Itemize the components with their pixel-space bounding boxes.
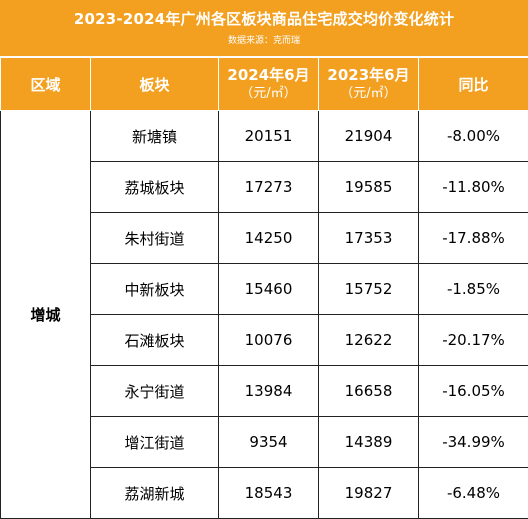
table-title: 2023-2024年广州各区板块商品住宅成交均价变化统计 [0, 9, 528, 29]
block-cell: 中新板块 [91, 264, 219, 315]
price-2023-cell: 19827 [319, 468, 419, 519]
header-2023-unit: （元/㎡） [319, 85, 418, 103]
price-2024-cell: 17273 [219, 162, 319, 213]
price-2024-cell: 13984 [219, 366, 319, 417]
price-2024-cell: 14250 [219, 213, 319, 264]
header-2023-label: 2023年6月 [319, 65, 418, 85]
yoy-cell: -17.88% [419, 213, 528, 264]
block-cell: 朱村街道 [91, 213, 219, 264]
table-row: 增城 新塘镇 20151 21904 -8.00% [1, 111, 528, 162]
data-source-note: 数据来源：克而瑞 [0, 35, 528, 47]
price-2023-cell: 16658 [319, 366, 419, 417]
price-2024-cell: 20151 [219, 111, 319, 162]
header-2024: 2024年6月 （元/㎡） [219, 58, 319, 111]
price-2023-cell: 21904 [319, 111, 419, 162]
region-cell: 增城 [1, 111, 91, 519]
block-cell: 石滩板块 [91, 315, 219, 366]
header-block: 板块 [91, 58, 219, 111]
header-yoy: 同比 [419, 58, 528, 111]
yoy-cell: -8.00% [419, 111, 528, 162]
yoy-cell: -20.17% [419, 315, 528, 366]
title-bar: 2023-2024年广州各区板块商品住宅成交均价变化统计 数据来源：克而瑞 [0, 0, 528, 58]
price-2024-cell: 9354 [219, 417, 319, 468]
price-2024-cell: 18543 [219, 468, 319, 519]
header-row: 区域 板块 2024年6月 （元/㎡） 2023年6月 （元/㎡） 同比 [1, 58, 528, 111]
block-cell: 荔湖新城 [91, 468, 219, 519]
price-2023-cell: 14389 [319, 417, 419, 468]
header-2023: 2023年6月 （元/㎡） [319, 58, 419, 111]
price-table-document: 2023-2024年广州各区板块商品住宅成交均价变化统计 数据来源：克而瑞 区域… [0, 0, 528, 500]
block-cell: 荔城板块 [91, 162, 219, 213]
yoy-cell: -11.80% [419, 162, 528, 213]
block-cell: 永宁街道 [91, 366, 219, 417]
header-region: 区域 [1, 58, 91, 111]
price-2024-cell: 15460 [219, 264, 319, 315]
price-2023-cell: 15752 [319, 264, 419, 315]
price-2024-cell: 10076 [219, 315, 319, 366]
header-2024-label: 2024年6月 [219, 65, 318, 85]
yoy-cell: -6.48% [419, 468, 528, 519]
yoy-cell: -1.85% [419, 264, 528, 315]
price-table: 区域 板块 2024年6月 （元/㎡） 2023年6月 （元/㎡） 同比 增城 … [0, 58, 528, 519]
block-cell: 新塘镇 [91, 111, 219, 162]
yoy-cell: -16.05% [419, 366, 528, 417]
price-2023-cell: 19585 [319, 162, 419, 213]
price-2023-cell: 17353 [319, 213, 419, 264]
yoy-cell: -34.99% [419, 417, 528, 468]
table-body: 增城 新塘镇 20151 21904 -8.00% 荔城板块 17273 195… [1, 111, 528, 519]
block-cell: 增江街道 [91, 417, 219, 468]
header-2024-unit: （元/㎡） [219, 85, 318, 103]
price-2023-cell: 12622 [319, 315, 419, 366]
